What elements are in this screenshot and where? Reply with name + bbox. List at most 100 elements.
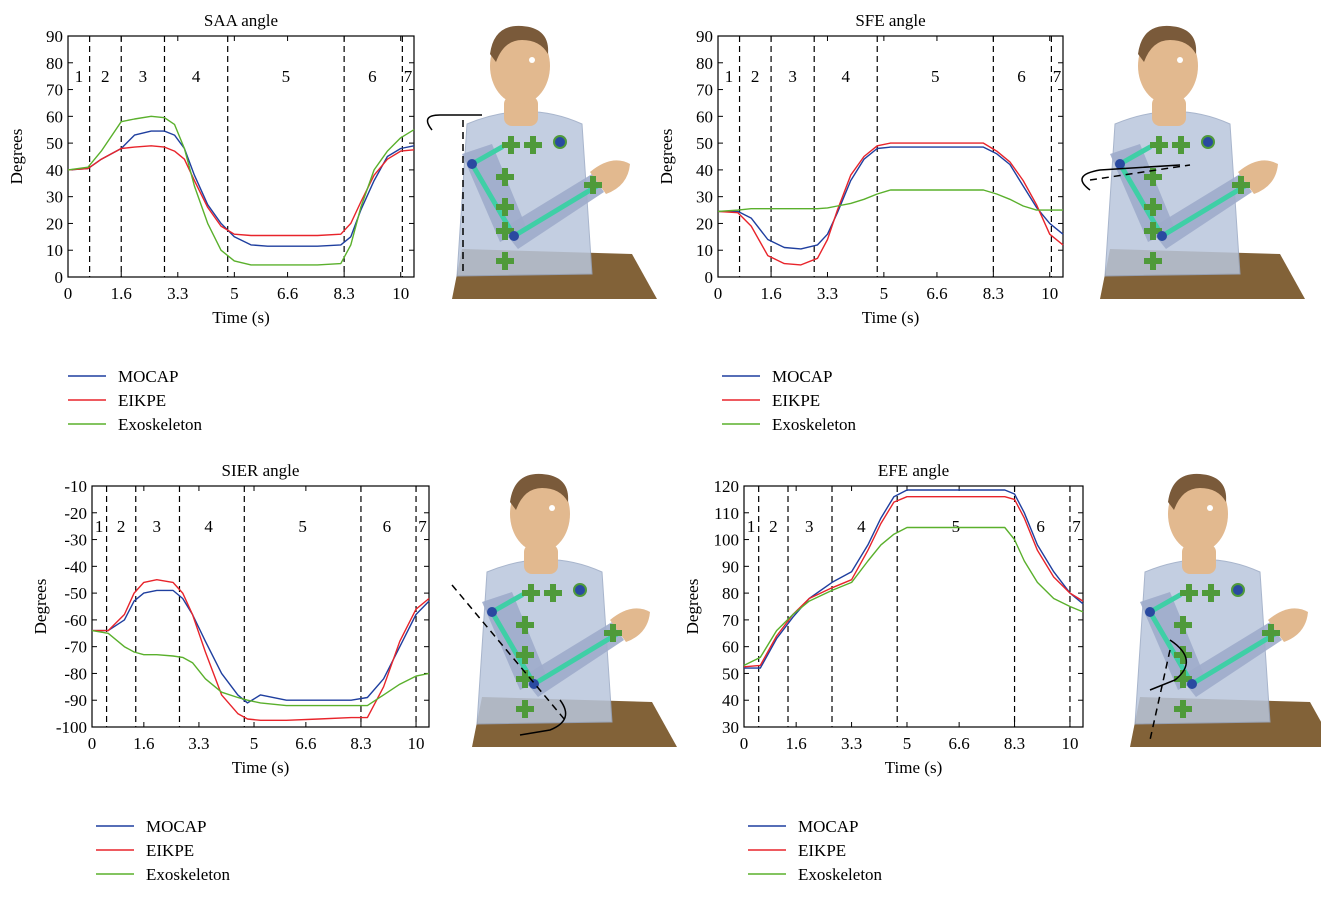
- chart-panel-1: SAA angle 0 10 20 30 40 50 60 70 80 90 0 1.6 3.3 5 6.6 8…: [7, 11, 415, 434]
- phase-label: 5: [282, 67, 291, 86]
- phase-label: 1: [747, 517, 756, 536]
- y-tick-label: -50: [64, 584, 87, 603]
- series-line-mocap: [718, 146, 1064, 250]
- y-tick-label: -40: [64, 557, 87, 576]
- y-tick-label: 90: [696, 27, 713, 46]
- legend-label: MOCAP: [146, 817, 206, 836]
- x-tick-label: 10: [408, 734, 425, 753]
- legend: MOCAP EIKPE Exoskeleton: [68, 367, 203, 434]
- phase-label: 1: [75, 67, 84, 86]
- phase-label: 7: [418, 517, 427, 536]
- y-tick-label: 50: [46, 134, 63, 153]
- y-tick-label: -80: [64, 664, 87, 683]
- y-tick-label: 50: [722, 664, 739, 683]
- phase-label: 3: [153, 517, 162, 536]
- series-line-eikpe: [717, 142, 1064, 266]
- series-line-exoskeleton: [67, 115, 415, 266]
- y-tick-label: 80: [722, 584, 739, 603]
- x-tick-label: 10: [1061, 734, 1078, 753]
- legend-label: EIKPE: [798, 841, 846, 860]
- humanoid-arm-model-icon: [472, 474, 677, 747]
- plot-frame: [743, 485, 1084, 728]
- series-line-eikpe: [67, 145, 415, 237]
- x-tick-label: 6.6: [295, 734, 316, 753]
- series-line-eikpe: [743, 496, 1084, 668]
- legend-label: EIKPE: [146, 841, 194, 860]
- y-tick-label: 10: [46, 241, 63, 260]
- x-tick-label: 1.6: [133, 734, 154, 753]
- legend: MOCAP EIKPE Exoskeleton: [722, 367, 857, 434]
- phase-label: 7: [1072, 517, 1081, 536]
- plot-frame: [717, 35, 1064, 278]
- phase-label: 1: [725, 67, 734, 86]
- legend-label: MOCAP: [772, 367, 832, 386]
- y-tick-label: 20: [46, 214, 63, 233]
- chart-title: SIER angle: [222, 461, 300, 480]
- y-tick-label: 0: [55, 268, 64, 287]
- plot-frame: [91, 485, 430, 728]
- rotation-arrow-icon: [426, 114, 482, 131]
- chart-panel-2: SFE angle 0 10 20 30 40 50 60 70 80 90 0 1.6 3.3 5 6.6 8…: [657, 11, 1064, 434]
- legend-label: EIKPE: [118, 391, 166, 410]
- x-tick-label: 10: [392, 284, 409, 303]
- y-tick-label: -10: [64, 477, 87, 496]
- x-tick-label: 6.6: [926, 284, 947, 303]
- plot-frame: [67, 35, 415, 278]
- y-axis-label: Degrees: [683, 579, 702, 635]
- y-tick-label: 90: [46, 27, 63, 46]
- chart-title: EFE angle: [878, 461, 949, 480]
- y-tick-label: 20: [696, 214, 713, 233]
- legend-label: MOCAP: [798, 817, 858, 836]
- y-tick-label: -90: [64, 691, 87, 710]
- phase-label: 5: [952, 517, 961, 536]
- phase-label: 3: [139, 67, 148, 86]
- phase-label: 7: [1053, 67, 1062, 86]
- phase-label: 7: [404, 67, 413, 86]
- phase-label: 5: [931, 67, 940, 86]
- x-tick-label: 8.3: [350, 734, 371, 753]
- y-axis-label: Degrees: [7, 129, 26, 185]
- x-tick-label: 8.3: [1004, 734, 1025, 753]
- phase-label: 5: [298, 517, 307, 536]
- y-tick-label: 110: [714, 504, 739, 523]
- x-tick-label: 8.3: [983, 284, 1004, 303]
- y-tick-label: 100: [714, 531, 740, 550]
- humanoid-arm-model-icon: [1100, 26, 1305, 299]
- y-tick-label: 70: [696, 81, 713, 100]
- x-tick-label: 5: [903, 734, 912, 753]
- x-tick-label: 0: [740, 734, 749, 753]
- chart-title: SFE angle: [855, 11, 925, 30]
- humanoid-arm-model-icon: [452, 26, 657, 299]
- joint-axis: [1149, 649, 1171, 741]
- phase-label: 4: [857, 517, 866, 536]
- series-line-exoskeleton: [743, 526, 1084, 667]
- series-line-mocap: [744, 489, 1084, 669]
- x-axis-label: Time (s): [885, 758, 942, 777]
- x-tick-label: 1.6: [111, 284, 132, 303]
- legend: MOCAP EIKPE Exoskeleton: [96, 817, 231, 884]
- chart-title: SAA angle: [204, 11, 278, 30]
- legend-label: MOCAP: [118, 367, 178, 386]
- series-line-eikpe: [92, 579, 430, 721]
- y-tick-label: 70: [46, 81, 63, 100]
- x-tick-label: 10: [1041, 284, 1058, 303]
- x-tick-label: 0: [88, 734, 97, 753]
- y-tick-label: 50: [696, 134, 713, 153]
- y-tick-label: 0: [705, 268, 714, 287]
- phase-label: 2: [101, 67, 110, 86]
- phase-label: 4: [192, 67, 201, 86]
- y-tick-label: 40: [696, 161, 713, 180]
- y-tick-label: 60: [696, 107, 713, 126]
- y-tick-label: 30: [46, 188, 63, 207]
- y-axis-label: Degrees: [31, 579, 50, 635]
- series-line-exoskeleton: [91, 629, 430, 707]
- series-line-exoskeleton: [717, 189, 1063, 213]
- rotation-arrow-icon: [1149, 639, 1187, 691]
- y-tick-label: 30: [696, 188, 713, 207]
- y-tick-label: -100: [56, 718, 87, 737]
- series-line-mocap: [92, 589, 430, 704]
- phase-label: 6: [368, 67, 377, 86]
- legend-label: EIKPE: [772, 391, 820, 410]
- y-tick-label: 90: [722, 557, 739, 576]
